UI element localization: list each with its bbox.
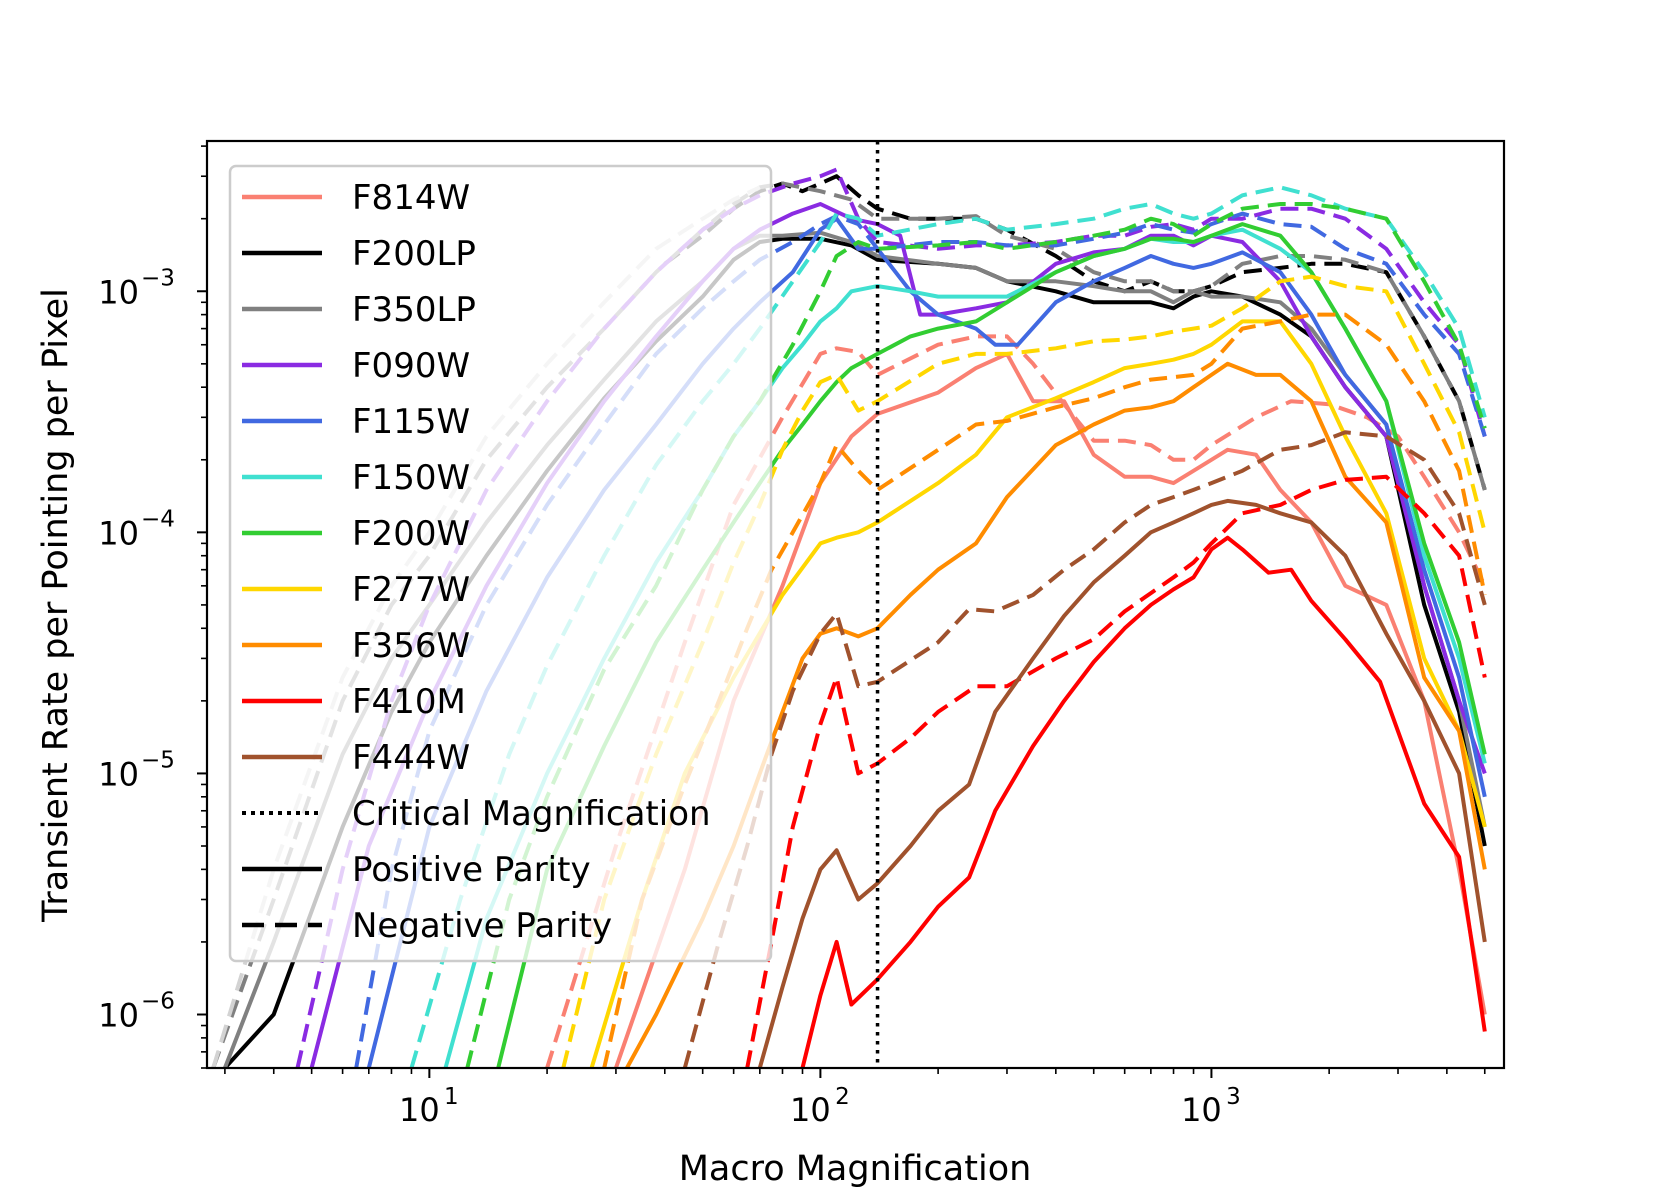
- x-axis-label: Macro Magnification: [679, 1149, 1032, 1189]
- legend-label: F150W: [352, 458, 470, 498]
- legend-label: Positive Parity: [352, 850, 591, 890]
- legend-label: F814W: [352, 178, 470, 218]
- y-tick-label: 10: [98, 514, 139, 552]
- legend: F814W F200LP F350LP F090W F115W F150W F200W F27…: [228, 164, 773, 963]
- y-axis-label: Transient Rate per Pointing per Pixel: [36, 288, 76, 923]
- legend-label: F090W: [352, 346, 470, 386]
- y-tick-label: 10: [98, 755, 139, 793]
- y-tick-exponent: −5: [141, 747, 175, 773]
- x-tick-exponent: 1: [444, 1084, 459, 1110]
- y-tick-exponent: −4: [141, 506, 175, 532]
- legend-fade: [230, 166, 771, 961]
- series-f277w-positive: [589, 319, 1487, 1068]
- series-f410m-positive: [800, 535, 1487, 1068]
- series-f277w-negative: [561, 274, 1487, 1068]
- legend-label: F200LP: [352, 234, 476, 274]
- fade-layer: [230, 166, 771, 961]
- y-tick-exponent: −3: [141, 265, 175, 291]
- legend-label: F444W: [352, 738, 470, 778]
- legend-label: F410M: [352, 682, 466, 722]
- series-f444w-positive: [757, 498, 1487, 1068]
- legend-box: [228, 164, 773, 963]
- y-tick-label: 10: [98, 273, 139, 311]
- legend-label: F277W: [352, 570, 470, 610]
- x-tick-label: 10: [1181, 1091, 1222, 1129]
- series-f356w-negative: [602, 312, 1487, 1068]
- series-f200lp-negative: [663, 174, 1487, 491]
- axis-ticks: 10 1 10 2 10 310 −610 −510 −410 −3: [98, 145, 1486, 1129]
- x-tick-label: 10: [399, 1091, 440, 1129]
- series-f444w-negative: [682, 430, 1487, 1068]
- x-tick-exponent: 2: [835, 1084, 850, 1110]
- legend-label: F356W: [352, 626, 470, 666]
- legend-label: Negative Parity: [352, 906, 612, 946]
- legend-label: F350LP: [352, 290, 476, 330]
- series-f410m-negative: [745, 474, 1487, 1068]
- legend-label: Critical Magnification: [352, 794, 711, 834]
- x-tick-exponent: 3: [1226, 1084, 1241, 1110]
- series-f814w-negative: [545, 334, 1487, 1068]
- y-tick-label: 10: [98, 997, 139, 1035]
- y-tick-exponent: −6: [141, 989, 175, 1015]
- x-tick-label: 10: [790, 1091, 831, 1129]
- legend-label: F115W: [352, 402, 470, 442]
- series-f356w-positive: [625, 361, 1487, 1068]
- series-f814w-positive: [614, 351, 1487, 1068]
- legend-label: F200W: [352, 514, 470, 554]
